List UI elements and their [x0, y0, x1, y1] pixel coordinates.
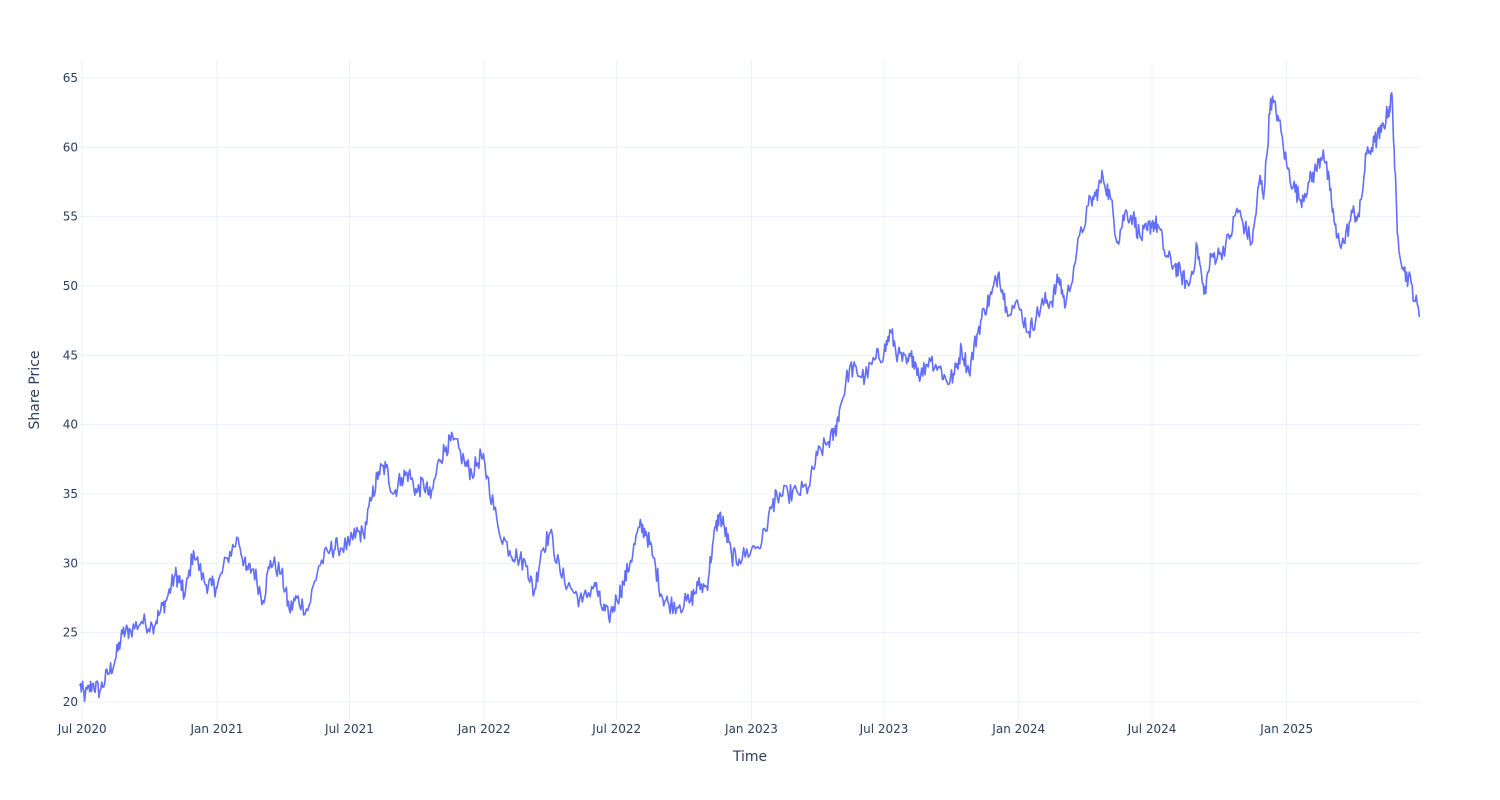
- y-tick-label: 30: [63, 556, 78, 570]
- x-tick-label: Jul 2021: [324, 722, 374, 736]
- x-tick-label: Jan 2023: [724, 722, 778, 736]
- series-layer: [79, 92, 1421, 703]
- x-tick-label: Jul 2022: [591, 722, 641, 736]
- x-tick-label: Jan 2024: [991, 722, 1045, 736]
- y-tick-label: 35: [63, 487, 78, 501]
- share-price-line: [79, 92, 1421, 703]
- y-tick-label: 40: [63, 418, 78, 432]
- y-tick-label: 55: [63, 210, 78, 224]
- y-tick-label: 25: [63, 626, 78, 640]
- x-axis-ticks: Jul 2020 Jan 2021 Jul 2021 Jan 2022 Jul 2022…: [57, 722, 1313, 736]
- x-tick-label: Jan 2021: [189, 722, 243, 736]
- x-tick-label: Jan 2025: [1259, 722, 1313, 736]
- y-tick-label: 20: [63, 695, 78, 709]
- y-tick-label: 45: [63, 348, 78, 362]
- x-tick-label: Jul 2020: [57, 722, 107, 736]
- x-axis-title: Time: [732, 749, 767, 765]
- y-tick-label: 50: [63, 279, 78, 293]
- x-tick-label: Jul 2024: [1127, 722, 1177, 736]
- x-tick-label: Jan 2022: [457, 722, 511, 736]
- grid-layer: [80, 60, 1420, 720]
- x-tick-label: Jul 2023: [859, 722, 909, 736]
- y-tick-label: 60: [63, 140, 78, 154]
- y-axis-ticks: 20 25 30 35 40 45 50 55 60 65: [63, 71, 78, 709]
- y-tick-label: 65: [63, 71, 78, 85]
- y-axis-title: Share Price: [27, 350, 43, 429]
